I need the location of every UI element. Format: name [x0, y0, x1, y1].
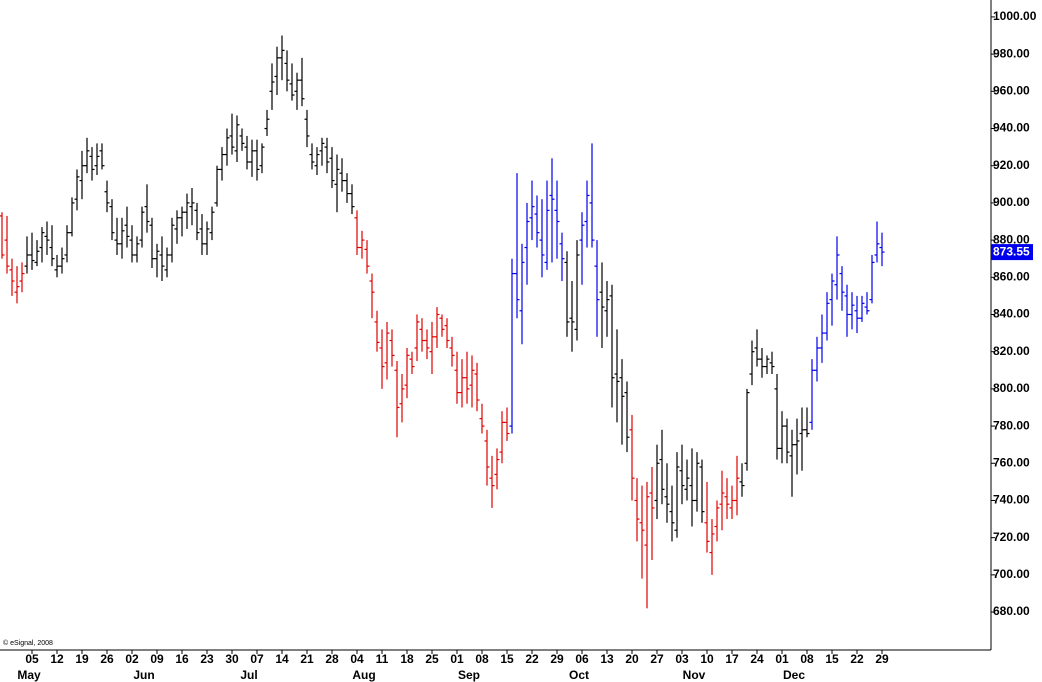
x-tick-label: 21 — [300, 652, 314, 666]
month-label: Aug — [352, 668, 375, 682]
y-tick-label: 860.00 — [993, 269, 1030, 283]
x-tick-label: 01 — [450, 652, 464, 666]
month-label: Nov — [683, 668, 706, 682]
x-tick-label: 22 — [525, 652, 539, 666]
y-tick-label: 760.00 — [993, 455, 1030, 469]
month-label: Jun — [133, 668, 154, 682]
x-tick-label: 08 — [475, 652, 489, 666]
y-tick-label: 720.00 — [993, 530, 1030, 544]
month-label: May — [17, 668, 41, 682]
last-price-box — [991, 244, 1033, 261]
x-tick-label: 15 — [825, 652, 839, 666]
x-tick-label: 12 — [50, 652, 64, 666]
last-price-label: 873.55 — [993, 244, 1030, 258]
x-tick-label: 22 — [850, 652, 864, 666]
x-tick-label: 26 — [100, 652, 114, 666]
x-tick-label: 10 — [700, 652, 714, 666]
x-tick-label: 11 — [376, 652, 389, 666]
copyright: © eSignal, 2008 — [3, 639, 53, 647]
month-label: Jul — [240, 668, 257, 682]
x-tick-label: 03 — [675, 652, 689, 666]
x-tick-label: 07 — [250, 652, 264, 666]
month-label: Sep — [458, 668, 480, 682]
y-tick-label: 920.00 — [993, 158, 1030, 172]
x-tick-label: 08 — [800, 652, 814, 666]
y-tick-label: 940.00 — [993, 121, 1030, 135]
x-tick-label: 16 — [175, 652, 189, 666]
x-tick-label: 13 — [600, 652, 614, 666]
x-tick-label: 30 — [225, 652, 239, 666]
y-tick-label: 700.00 — [993, 567, 1030, 581]
x-tick-label: 23 — [200, 652, 214, 666]
x-tick-label: 14 — [275, 652, 289, 666]
x-tick-label: 01 — [775, 652, 789, 666]
x-tick-label: 29 — [875, 652, 889, 666]
x-tick-label: 04 — [350, 652, 364, 666]
month-label: Oct — [569, 668, 589, 682]
x-tick-label: 27 — [650, 652, 664, 666]
x-tick-label: 24 — [750, 652, 764, 666]
x-tick-label: 25 — [425, 652, 439, 666]
y-tick-label: 800.00 — [993, 381, 1030, 395]
x-tick-label: 19 — [75, 652, 89, 666]
y-tick-label: 960.00 — [993, 83, 1030, 97]
x-tick-label: 17 — [725, 652, 739, 666]
x-tick-label: 09 — [150, 652, 164, 666]
y-tick-label: 980.00 — [993, 46, 1030, 60]
x-tick-label: 05 — [25, 652, 39, 666]
month-label: Dec — [783, 668, 805, 682]
x-tick-label: 28 — [325, 652, 339, 666]
x-tick-label: 06 — [575, 652, 589, 666]
y-tick-label: 1000.00 — [993, 9, 1037, 23]
x-tick-label: 18 — [400, 652, 414, 666]
y-tick-label: 740.00 — [993, 493, 1030, 507]
x-tick-label: 15 — [500, 652, 514, 666]
y-tick-label: 880.00 — [993, 232, 1030, 246]
x-tick-label: 20 — [625, 652, 639, 666]
y-tick-label: 680.00 — [993, 604, 1030, 618]
y-tick-label: 780.00 — [993, 418, 1030, 432]
y-tick-label: 900.00 — [993, 195, 1030, 209]
x-tick-label: 02 — [125, 652, 139, 666]
x-tick-label: 29 — [550, 652, 564, 666]
y-tick-label: 840.00 — [993, 307, 1030, 321]
y-tick-label: 820.00 — [993, 344, 1030, 358]
